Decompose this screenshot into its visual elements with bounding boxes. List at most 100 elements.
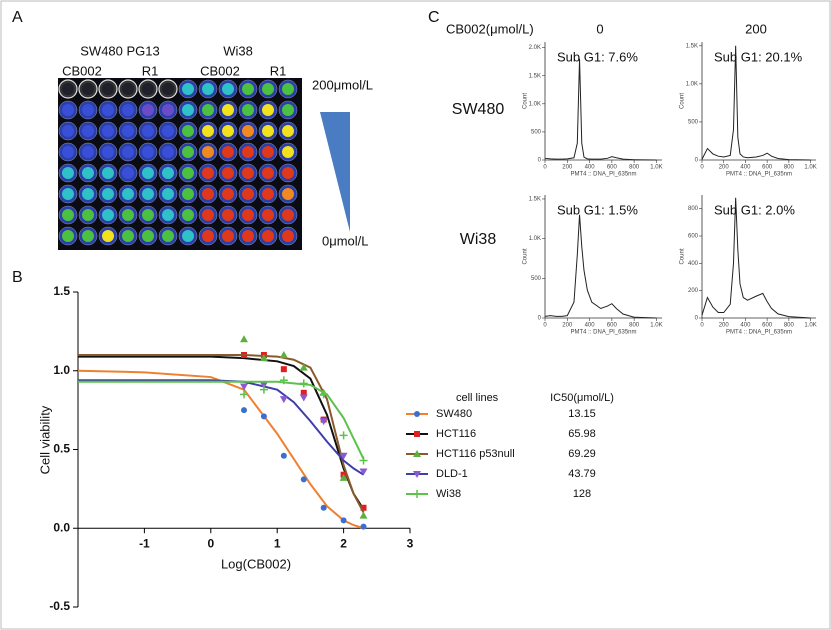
well (242, 230, 254, 242)
well (282, 104, 294, 116)
y-axis-label: Count (523, 93, 529, 109)
ic50-value: 43.79 (568, 468, 596, 480)
y-tick-label: 500 (531, 129, 542, 135)
ic50-value: 128 (573, 488, 591, 500)
well (102, 167, 114, 179)
x-tick-label: 0 (207, 536, 214, 550)
well (202, 146, 214, 158)
well (202, 209, 214, 221)
well (162, 167, 174, 179)
panel-label: B (12, 269, 23, 286)
panel-label: A (12, 9, 23, 26)
well (242, 209, 254, 221)
y-tick-label: 800 (688, 206, 699, 212)
well (122, 146, 134, 158)
legend-marker (414, 431, 420, 437)
point (319, 418, 328, 426)
x-tick-label: 1 (274, 536, 281, 550)
y-tick-label: 1.5 (53, 284, 70, 298)
y-tick-label: 0 (695, 158, 699, 164)
gradient-triangle (320, 112, 350, 232)
point (259, 385, 268, 394)
well (242, 125, 254, 137)
well (162, 209, 174, 221)
fit-curve (78, 354, 365, 513)
well (242, 104, 254, 116)
legend-header: IC50(μmol/L) (550, 392, 614, 404)
well (102, 83, 114, 95)
plate-column: R1 (270, 63, 287, 78)
well (222, 83, 234, 95)
legend-marker (413, 490, 421, 498)
well (162, 104, 174, 116)
y-tick-label: 1.5K (529, 197, 541, 203)
x-tick-label: 200 (562, 323, 573, 329)
well (282, 125, 294, 137)
x-tick-label: 1.0K (804, 323, 816, 329)
x-tick-label: 400 (740, 323, 751, 329)
well (242, 167, 254, 179)
well (242, 83, 254, 95)
well (182, 125, 194, 137)
well (142, 167, 154, 179)
x-tick-label: 3 (407, 536, 414, 550)
well (62, 209, 74, 221)
well (162, 188, 174, 200)
x-tick-label: 400 (585, 165, 596, 171)
x-axis-label: PMT4 :: DNA_PI_635nm (726, 172, 792, 178)
well (202, 83, 214, 95)
x-axis-label: PMT4 :: DNA_PI_635nm (570, 330, 636, 336)
plate-low: 0μmol/L (322, 233, 369, 248)
wells (58, 79, 298, 246)
x-tick-label: 2 (340, 536, 347, 550)
well (242, 146, 254, 158)
point (360, 523, 367, 530)
legend-marker (413, 471, 421, 478)
well (142, 83, 154, 95)
well (82, 83, 94, 95)
x-tick-label: 800 (629, 165, 640, 171)
point (359, 511, 368, 519)
well (222, 188, 234, 200)
x-axis-label: Log(CB002) (221, 556, 291, 571)
y-tick-label: 1.5K (529, 73, 541, 79)
y-tick-label: 1.0 (53, 363, 70, 377)
fit-curve (78, 379, 365, 476)
legend-label: HCT116 p53null (436, 448, 515, 460)
point (339, 473, 348, 481)
x-tick-label: 800 (629, 323, 640, 329)
well (142, 230, 154, 242)
point (280, 452, 287, 459)
x-tick-label: 1.0K (650, 323, 662, 329)
well (102, 125, 114, 137)
y-axis-label: Count (680, 248, 686, 264)
x-axis-label: PMT4 :: DNA_PI_635nm (570, 172, 636, 178)
well (82, 188, 94, 200)
y-tick-label: 1.0K (529, 236, 541, 242)
histogram-curve (701, 197, 811, 319)
y-tick-label: 1.5K (686, 43, 698, 49)
legend-label: Wi38 (436, 488, 461, 500)
point (240, 390, 248, 399)
well (142, 188, 154, 200)
well (82, 125, 94, 137)
point (359, 456, 368, 465)
well (202, 230, 214, 242)
ic50-value: 69.29 (568, 448, 596, 460)
y-tick-label: -0.5 (49, 599, 70, 613)
histogram-curve (701, 45, 811, 161)
y-tick-label: 0.0 (53, 520, 70, 534)
legend-marker (414, 411, 420, 417)
y-tick-label: 1.0K (529, 101, 541, 107)
well (82, 209, 94, 221)
well (242, 188, 254, 200)
y-tick-label: 0 (538, 158, 542, 164)
well (222, 104, 234, 116)
x-tick-label: 400 (585, 323, 596, 329)
well (122, 230, 134, 242)
point (279, 396, 288, 404)
point (279, 351, 288, 358)
well (202, 104, 214, 116)
annotation: Sub G1: 1.5% (557, 202, 638, 217)
